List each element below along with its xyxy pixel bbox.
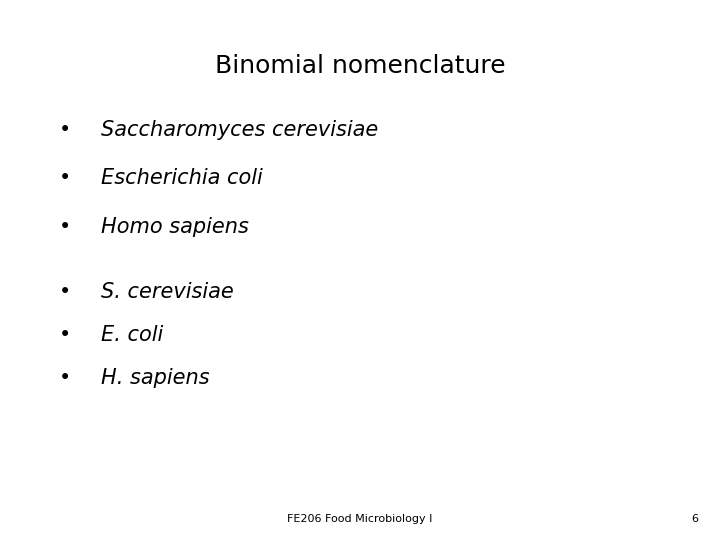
Text: Binomial nomenclature: Binomial nomenclature — [215, 54, 505, 78]
Text: FE206 Food Microbiology I: FE206 Food Microbiology I — [287, 514, 433, 524]
Text: •: • — [58, 217, 71, 237]
Text: S. cerevisiae: S. cerevisiae — [101, 281, 233, 302]
Text: H. sapiens: H. sapiens — [101, 368, 210, 388]
Text: •: • — [58, 325, 71, 345]
Text: 6: 6 — [691, 514, 698, 524]
Text: Escherichia coli: Escherichia coli — [101, 168, 263, 188]
Text: •: • — [58, 168, 71, 188]
Text: E. coli: E. coli — [101, 325, 163, 345]
Text: Saccharomyces cerevisiae: Saccharomyces cerevisiae — [101, 119, 378, 140]
Text: •: • — [58, 368, 71, 388]
Text: •: • — [58, 281, 71, 302]
Text: •: • — [58, 119, 71, 140]
Text: Homo sapiens: Homo sapiens — [101, 217, 248, 237]
